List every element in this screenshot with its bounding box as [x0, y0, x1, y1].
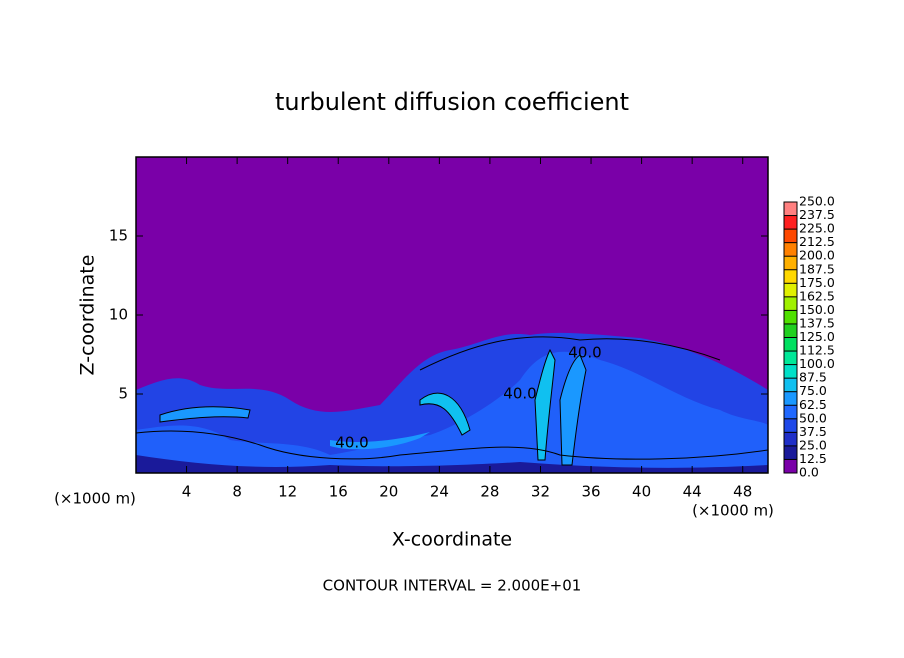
colorbar-swatch: [784, 418, 797, 433]
y-tick-label: 15: [109, 227, 128, 245]
colorbar-label: 250.0: [799, 194, 835, 209]
x-tick-label: 8: [232, 483, 242, 501]
contour-label: 40.0: [335, 434, 368, 452]
x-tick-label: 36: [581, 483, 600, 501]
colorbar-label: 225.0: [799, 221, 835, 236]
x-tick-label: 40: [632, 483, 651, 501]
colorbar-swatch: [784, 310, 797, 324]
colorbar-label: 37.5: [799, 424, 827, 439]
colorbar-label: 62.5: [799, 397, 827, 412]
colorbar-swatch: [784, 229, 797, 243]
colorbar-swatch: [784, 364, 797, 379]
y-unit-label: (×1000 m): [54, 490, 136, 508]
colorbar-label: 50.0: [799, 410, 827, 425]
contour-label: 40.0: [568, 344, 601, 362]
x-tick-label: 12: [278, 483, 297, 501]
colorbar-label: 175.0: [799, 275, 835, 290]
colorbar-swatch: [784, 256, 797, 270]
y-axis-label: Z-coordinate: [77, 255, 99, 376]
colorbar-label: 137.5: [799, 315, 835, 330]
colorbar-swatch: [784, 405, 797, 419]
x-tick-label: 20: [379, 483, 398, 501]
colorbar-swatch: [784, 337, 797, 352]
colorbar-swatch: [784, 391, 797, 406]
colorbar-swatch: [784, 351, 797, 365]
colorbar-label: 150.0: [799, 302, 835, 317]
colorbar-swatch: [784, 283, 797, 297]
colorbar-label: 112.5: [799, 343, 835, 358]
colorbar-label: 125.0: [799, 329, 835, 344]
colorbar-label: 12.5: [799, 451, 827, 466]
colorbar-swatch: [784, 432, 797, 446]
colorbar-swatch: [784, 459, 797, 473]
colorbar-swatch: [784, 269, 797, 284]
colorbar-label: 25.0: [799, 437, 827, 452]
footer: CONTOUR INTERVAL = 2.000E+01: [323, 577, 582, 595]
colorbar-swatch: [784, 242, 797, 257]
contour-field: [136, 157, 768, 473]
colorbar-label: 100.0: [799, 356, 835, 371]
y-tick-label: 10: [109, 306, 128, 324]
x-tick-label: 32: [531, 483, 550, 501]
x-tick-label: 24: [430, 483, 449, 501]
colorbar-label: 87.5: [799, 370, 827, 385]
x-unit-label: (×1000 m): [692, 502, 774, 520]
colorbar-label: 212.5: [799, 234, 835, 249]
colorbar-label: 75.0: [799, 383, 827, 398]
colorbar-label: 187.5: [799, 261, 835, 276]
colorbar-label: 162.5: [799, 288, 835, 303]
x-tick-label: 28: [480, 483, 499, 501]
colorbar-swatch: [784, 378, 797, 392]
colorbar-swatch: [784, 202, 797, 216]
x-tick-label: 48: [733, 483, 752, 501]
colorbar-label: 0.0: [799, 465, 819, 480]
x-tick-label: 44: [683, 483, 702, 501]
colorbar-swatch: [784, 445, 797, 460]
x-axis-label: X-coordinate: [392, 529, 512, 551]
colorbar-label: 237.5: [799, 207, 835, 222]
colorbar-swatch: [784, 215, 797, 230]
x-tick-label: 16: [329, 483, 348, 501]
colorbar-label: 200.0: [799, 248, 835, 263]
y-tick-label: 5: [118, 385, 128, 403]
contour-label: 40.0: [503, 385, 536, 403]
x-tick-label: 4: [182, 483, 192, 501]
colorbar-swatch: [784, 296, 797, 311]
colorbar-swatch: [784, 323, 797, 338]
chart-title: turbulent diffusion coefficient: [275, 88, 629, 116]
